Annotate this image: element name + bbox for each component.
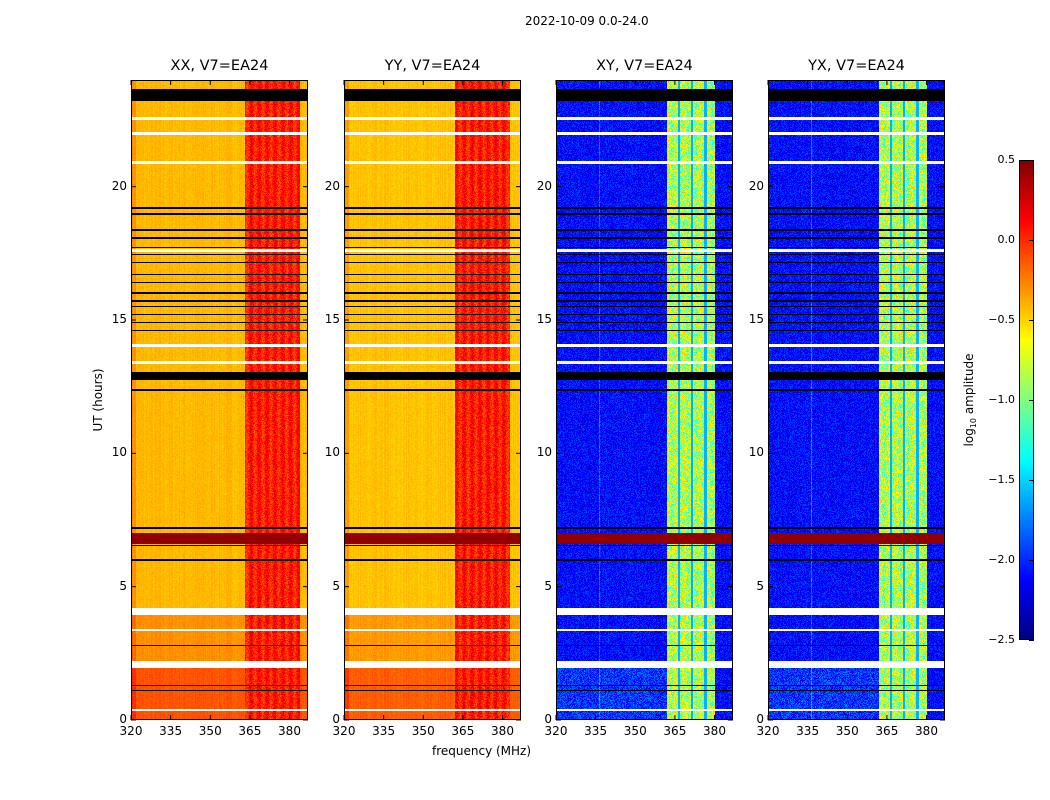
y-tick-label: 5 [119, 578, 127, 593]
colorbar-tick-label: −1.0 [988, 393, 1015, 406]
colorbar-tick-label: −2.5 [988, 633, 1015, 646]
y-tick-label: 15 [748, 312, 764, 326]
x-tick-label: 320 [756, 724, 780, 738]
x-tick-label: 335 [796, 724, 820, 738]
colorbar [1019, 160, 1034, 640]
x-axis-label: frequency (MHz) [432, 744, 532, 758]
y-tick-label: 15 [536, 312, 552, 326]
y-tick-label: 0 [332, 712, 340, 726]
colorbar-tick-label: −0.5 [988, 313, 1015, 326]
y-tick-label: 10 [111, 445, 127, 460]
x-tick-label: 320 [119, 724, 143, 738]
y-tick-label: 10 [748, 445, 764, 460]
x-tick-label: 380 [278, 724, 301, 738]
colorbar-tick-mark [1029, 160, 1034, 161]
y-tick-label: 10 [536, 445, 552, 460]
x-tick-label: 335 [584, 724, 608, 738]
colorbar-tick-label: 0.0 [997, 233, 1016, 246]
y-tick-label: 20 [111, 178, 127, 193]
x-tick-label: 365 [238, 724, 262, 738]
colorbar-tick-mark [1029, 320, 1034, 321]
x-tick-label: 335 [159, 724, 183, 738]
x-tick-label: 335 [372, 724, 396, 738]
colorbar-tick-label: 0.5 [997, 153, 1016, 166]
x-tick-label: 365 [663, 724, 687, 738]
x-tick-label: 350 [835, 724, 859, 738]
colorbar-tick-label: −2.0 [988, 553, 1015, 566]
x-tick-label: 350 [411, 724, 435, 738]
y-tick-label: 20 [324, 178, 340, 193]
y-tick-label: 15 [324, 312, 340, 326]
x-tick-label: 380 [915, 724, 938, 738]
colorbar-tick-mark [1029, 480, 1034, 481]
heatmap-2 [556, 80, 733, 720]
panel-title: YY, V7=EA24 [384, 58, 481, 74]
colorbar-label: log10 amplitude [961, 353, 979, 447]
colorbar-tick-mark [1029, 640, 1034, 641]
panel-title: XY, V7=EA24 [596, 58, 693, 74]
colorbar-tick-mark [1029, 400, 1034, 401]
colorbar-tick-label: −1.5 [988, 473, 1015, 486]
x-tick-label: 380 [703, 724, 726, 738]
y-tick-label: 20 [536, 178, 552, 193]
y-tick-label: 10 [324, 445, 340, 460]
x-tick-label: 365 [451, 724, 475, 738]
y-tick-label: 20 [748, 178, 764, 193]
figure-title: 2022-10-09 0.0-24.0 [525, 14, 649, 28]
x-tick-label: 365 [875, 724, 899, 738]
y-tick-label: 0 [544, 712, 552, 726]
y-axis-label: UT (hours) [91, 368, 105, 432]
heatmap-0 [131, 80, 308, 720]
heatmap-3 [768, 80, 945, 720]
axes-frame [343, 80, 521, 721]
axes-frame [767, 80, 945, 721]
x-tick-label: 380 [491, 724, 514, 738]
axes-frame [130, 80, 308, 721]
y-tick-label: 0 [756, 712, 764, 726]
heatmap-1 [344, 80, 521, 720]
y-tick-label: 5 [332, 578, 340, 593]
colorbar-tick-mark [1029, 560, 1034, 561]
y-tick-label: 5 [756, 578, 764, 593]
colorbar-tick-mark [1029, 240, 1034, 241]
y-tick-label: 15 [111, 312, 127, 326]
y-tick-label: 5 [544, 578, 552, 593]
x-tick-label: 320 [544, 724, 568, 738]
axes-frame [555, 80, 733, 721]
panel-title: XX, V7=EA24 [170, 58, 269, 74]
x-tick-label: 320 [332, 724, 356, 738]
x-tick-label: 350 [198, 724, 222, 738]
x-tick-label: 350 [623, 724, 647, 738]
y-tick-label: 0 [119, 712, 127, 726]
panel-title: YX, V7=EA24 [808, 58, 905, 74]
